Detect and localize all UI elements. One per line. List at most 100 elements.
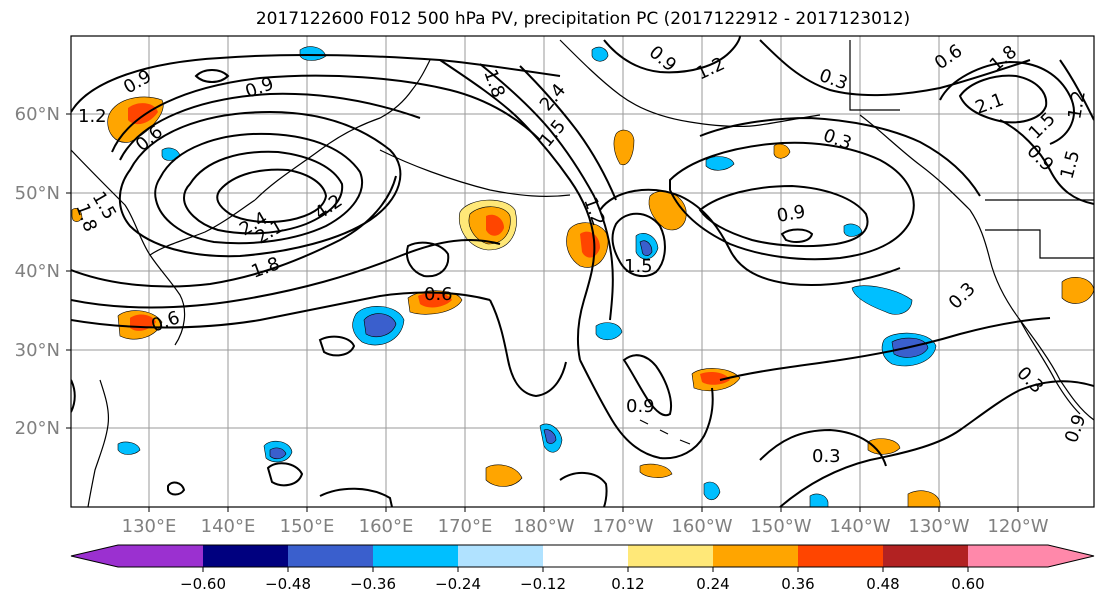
contour-line xyxy=(719,317,1051,381)
colorbar-tick-label: 0.36 xyxy=(781,575,814,593)
contour-label: 1.2 xyxy=(78,106,107,127)
lon-label: 180°W xyxy=(513,516,574,537)
contour-line xyxy=(780,228,814,243)
lat-label: 50°N xyxy=(15,183,60,204)
colorbar-tick-label: 0.48 xyxy=(866,575,899,593)
contour-line xyxy=(759,428,887,467)
contour-line xyxy=(599,188,901,287)
coastline-baja xyxy=(1019,319,1081,415)
precip-patch xyxy=(809,493,829,507)
contour-line xyxy=(603,36,741,74)
contour-line xyxy=(439,59,596,361)
contour-line xyxy=(1059,59,1094,121)
contour-line xyxy=(319,487,393,507)
colorbar-bin xyxy=(798,545,883,567)
lat-label: 60°N xyxy=(15,104,60,125)
lon-label: 140°W xyxy=(829,516,890,537)
precip-patch xyxy=(851,285,913,315)
colorbar-tick-label: 0.24 xyxy=(696,575,729,593)
colorbar-tick-label: 0.12 xyxy=(611,575,644,593)
lon-label: 160°E xyxy=(359,516,414,537)
precip-patch xyxy=(700,372,730,385)
contour-line xyxy=(519,65,617,201)
contour-line xyxy=(698,184,869,248)
hawaii-islands xyxy=(639,419,691,445)
contour-line xyxy=(119,92,421,161)
contour-line xyxy=(999,119,1094,205)
contour-line xyxy=(669,141,915,261)
contour-label: 1.5 xyxy=(624,256,653,277)
colorbar-tick-label: 0.60 xyxy=(951,575,984,593)
colorbar-tick-label: −0.60 xyxy=(180,575,226,593)
colorbar-bin xyxy=(543,545,628,567)
precip-patch xyxy=(117,441,141,455)
colorbar-ticks xyxy=(202,567,969,572)
lon-label: 130°E xyxy=(122,516,177,537)
contour-label: 1.2 xyxy=(1064,89,1090,121)
coastline-aleutians xyxy=(379,149,571,197)
colorbar-bin xyxy=(628,545,713,567)
lon-label: 140°E xyxy=(201,516,256,537)
colorbar-tick-labels: −0.60 −0.48 −0.36 −0.24 −0.12 0.12 0.24 … xyxy=(180,575,985,593)
contour-line xyxy=(939,60,1075,145)
contour-line xyxy=(71,291,491,329)
contour-line xyxy=(182,150,344,235)
coastline-asia xyxy=(71,149,256,346)
colorbar-tick-label: −0.24 xyxy=(435,575,481,593)
precip-patch xyxy=(613,129,635,166)
coastlines xyxy=(71,39,1094,507)
coastline-na-west xyxy=(859,114,1094,421)
contour-line xyxy=(194,69,230,83)
lat-label: 40°N xyxy=(15,261,60,282)
contour-line xyxy=(154,132,363,245)
contour-line xyxy=(216,168,328,223)
contour-line xyxy=(611,212,666,278)
lat-label: 20°N xyxy=(15,418,60,439)
contour-line xyxy=(759,39,1031,97)
colorbar-tick-label: −0.12 xyxy=(520,575,566,593)
contour-line xyxy=(266,462,304,487)
precip-patch xyxy=(128,103,158,125)
lat-label: 30°N xyxy=(15,340,60,361)
lon-label: 160°W xyxy=(671,516,732,537)
colorbar-bin xyxy=(883,545,968,567)
precip-patch xyxy=(486,214,504,236)
island-chain xyxy=(87,379,110,507)
lon-label: 130°W xyxy=(908,516,969,537)
lat-labels: 60°N 50°N 40°N 30°N 20°N xyxy=(15,104,60,439)
precip-patch xyxy=(591,46,609,62)
contour-line xyxy=(71,53,561,113)
precip-patch xyxy=(418,292,452,308)
chart-title: 2017122600 F012 500 hPa PV, precipitatio… xyxy=(255,9,911,29)
contour-line xyxy=(318,335,356,357)
contour-line xyxy=(406,241,450,278)
contour-line xyxy=(579,359,714,460)
lon-label: 150°E xyxy=(280,516,335,537)
contour-label: 0.9 xyxy=(626,396,655,417)
precip-patch xyxy=(843,223,863,237)
precip-patch xyxy=(867,438,901,455)
colorbar-tick-label: −0.48 xyxy=(265,575,311,593)
contour-line xyxy=(779,380,1094,507)
colorbar xyxy=(70,544,1095,568)
colorbar-extend-high xyxy=(1048,545,1094,567)
colorbar-outline xyxy=(70,544,1095,568)
colorbar-bin xyxy=(458,545,543,567)
precip-patch xyxy=(907,490,941,507)
colorbar-bin xyxy=(203,545,288,567)
colorbar-bin xyxy=(288,545,373,567)
precip-patch xyxy=(269,447,287,460)
contour-line xyxy=(958,74,1048,124)
tick-marks xyxy=(66,113,1019,512)
contour-line xyxy=(479,63,614,321)
contour-line xyxy=(167,481,186,496)
lon-labels: 130°E 140°E 150°E 160°E 170°E 180°W 170°… xyxy=(122,516,1049,537)
contour-line xyxy=(699,116,981,197)
contour-line xyxy=(71,379,76,413)
precip-patch xyxy=(595,322,623,341)
colorbar-bin xyxy=(373,545,458,567)
lon-label: 150°W xyxy=(750,516,811,537)
contour-line xyxy=(71,175,397,288)
contour-label: 0.3 xyxy=(812,446,841,467)
